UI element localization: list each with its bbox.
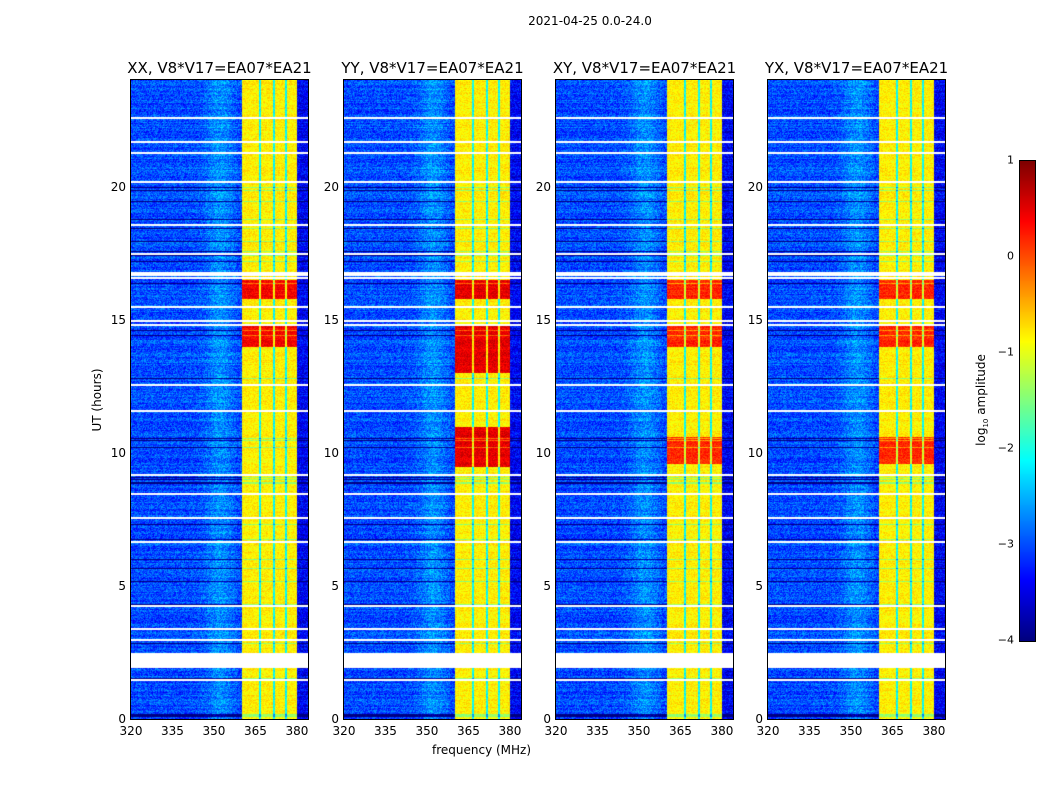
panel-title: YY, V8*V17=EA07*EA21 bbox=[341, 59, 524, 77]
y-tick-label: 10 bbox=[535, 445, 551, 460]
y-tick-label: 5 bbox=[755, 578, 763, 593]
y-tick-label: 10 bbox=[323, 445, 339, 460]
colorbar-tick-label: −1 bbox=[997, 345, 1014, 359]
x-tick-label: 350 bbox=[202, 724, 226, 738]
y-tick-label: 15 bbox=[323, 312, 339, 327]
x-tick-label: 365 bbox=[669, 724, 692, 738]
colorbar-label-sub: 10 bbox=[982, 418, 991, 428]
x-axis-label: frequency (MHz) bbox=[432, 743, 532, 757]
y-tick-label: 0 bbox=[543, 712, 551, 726]
x-tick-label: 380 bbox=[922, 724, 946, 738]
colorbar-tick-label: −2 bbox=[997, 441, 1014, 455]
spectrogram-panel bbox=[767, 79, 946, 720]
x-tick-label: 380 bbox=[285, 724, 309, 738]
colorbar-label: log10 amplitude bbox=[974, 354, 990, 446]
y-tick-label: 5 bbox=[118, 578, 126, 593]
y-tick-label: 15 bbox=[110, 312, 126, 327]
panel-title: YX, V8*V17=EA07*EA21 bbox=[764, 59, 949, 77]
x-tick-label: 365 bbox=[244, 724, 267, 738]
x-tick-label: 380 bbox=[498, 724, 522, 738]
x-tick-label: 365 bbox=[457, 724, 480, 738]
colorbar bbox=[1019, 160, 1036, 642]
x-tick-label: 320 bbox=[119, 724, 143, 738]
figure-suptitle: 2021-04-25 0.0-24.0 bbox=[528, 14, 652, 28]
colorbar-tick-label: −4 bbox=[997, 633, 1014, 647]
y-tick-label: 20 bbox=[110, 179, 126, 194]
y-tick-label: 5 bbox=[331, 578, 339, 593]
colorbar-tick-label: 0 bbox=[1007, 249, 1014, 263]
x-tick-label: 335 bbox=[374, 724, 397, 738]
colorbar-tick-label: 1 bbox=[1007, 153, 1014, 167]
y-tick-label: 20 bbox=[323, 179, 339, 194]
y-tick-label: 15 bbox=[747, 312, 763, 327]
y-tick-label: 5 bbox=[543, 578, 551, 593]
spectrogram-panel bbox=[555, 79, 734, 720]
panel-title: XY, V8*V17=EA07*EA21 bbox=[552, 59, 737, 77]
x-tick-label: 335 bbox=[798, 724, 821, 738]
y-tick-label: 10 bbox=[110, 445, 126, 460]
y-tick-label: 0 bbox=[118, 712, 126, 726]
y-tick-label: 10 bbox=[747, 445, 763, 460]
y-tick-label: 20 bbox=[747, 179, 763, 194]
spectrogram-panel bbox=[343, 79, 522, 720]
x-tick-label: 335 bbox=[161, 724, 184, 738]
y-tick-label: 20 bbox=[535, 179, 551, 194]
x-tick-label: 320 bbox=[544, 724, 568, 738]
x-tick-label: 350 bbox=[627, 724, 651, 738]
x-tick-label: 320 bbox=[332, 724, 356, 738]
y-tick-label: 0 bbox=[755, 712, 763, 726]
x-tick-label: 365 bbox=[881, 724, 904, 738]
spectrogram-panel bbox=[130, 79, 309, 720]
x-tick-label: 350 bbox=[415, 724, 439, 738]
y-tick-label: 0 bbox=[331, 712, 339, 726]
x-tick-label: 335 bbox=[586, 724, 609, 738]
panel-title: XX, V8*V17=EA07*EA21 bbox=[127, 59, 312, 77]
y-tick-label: 15 bbox=[535, 312, 551, 327]
colorbar-tick-label: −3 bbox=[997, 537, 1014, 551]
x-tick-label: 380 bbox=[710, 724, 734, 738]
x-tick-label: 350 bbox=[839, 724, 863, 738]
y-axis-label: UT (hours) bbox=[90, 368, 104, 432]
colorbar-label-rest: amplitude bbox=[973, 354, 988, 419]
x-tick-label: 320 bbox=[756, 724, 780, 738]
